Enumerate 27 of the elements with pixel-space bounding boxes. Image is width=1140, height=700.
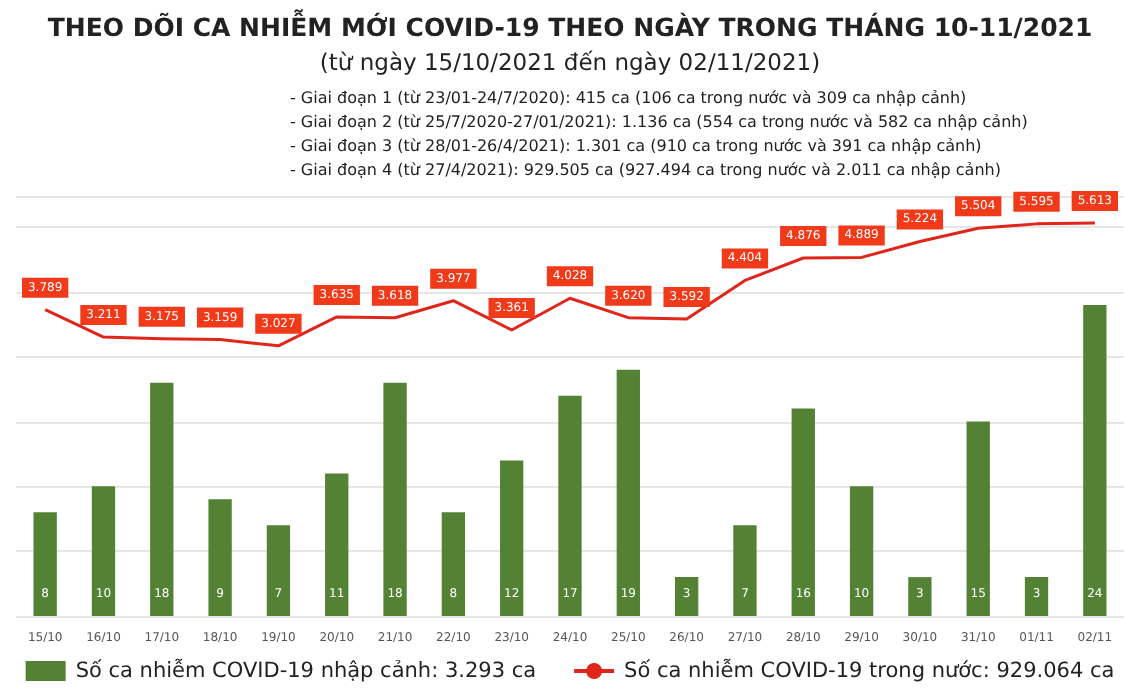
bar bbox=[849, 486, 874, 616]
bar bbox=[908, 577, 932, 616]
legend-label: Số ca nhiễm COVID-19 nhập cảnh: 3.293 ca bbox=[75, 657, 537, 683]
text: - Giai đoạn 1 (từ 23/01-24/7/2020): 415 ca (106 ca trong nước và 309 ca nhập cảnh) bbox=[290, 89, 967, 107]
bar bbox=[441, 512, 466, 616]
bar bbox=[966, 421, 990, 616]
bar bbox=[150, 382, 174, 616]
text: - Giai đoạn 2 (từ 25/7/2020-27/01/2021): 1.136 ca (554 ca trong nước và 582 ca nhập cảnh) bbox=[290, 113, 1028, 131]
text: - Giai đoạn 4 (từ 27/4/2021): 929.505 ca (927.494 ca trong nước và 2.011 ca nhập cảnh) bbox=[290, 161, 1001, 179]
bar bbox=[383, 382, 407, 616]
bar bbox=[500, 460, 524, 616]
bar bbox=[558, 395, 582, 616]
bar bbox=[733, 525, 757, 616]
bar bbox=[91, 486, 116, 616]
bar bbox=[266, 525, 291, 616]
bar bbox=[325, 473, 349, 616]
bar bbox=[208, 499, 232, 616]
bar bbox=[674, 577, 699, 616]
bar bbox=[616, 369, 640, 616]
bar bbox=[1024, 577, 1049, 616]
bar bbox=[33, 512, 57, 616]
legend-label: Số ca nhiễm COVID-19 trong nước: 929.064 ca bbox=[624, 657, 1115, 683]
chart-title: THEO DÕI CA NHIỄM MỚI COVID-19 THEO NGÀY TRONG THÁNG 10-11/2021 bbox=[47, 8, 1093, 42]
text: - Giai đoạn 3 (từ 28/01-26/4/2021): 1.301 ca (910 ca trong nước và 391 ca nhập cảnh) bbox=[290, 137, 982, 155]
bar bbox=[791, 408, 815, 616]
bar bbox=[1083, 304, 1107, 616]
chart-subtitle: (từ ngày 15/10/2021 đến ngày 02/11/2021) bbox=[319, 48, 821, 76]
